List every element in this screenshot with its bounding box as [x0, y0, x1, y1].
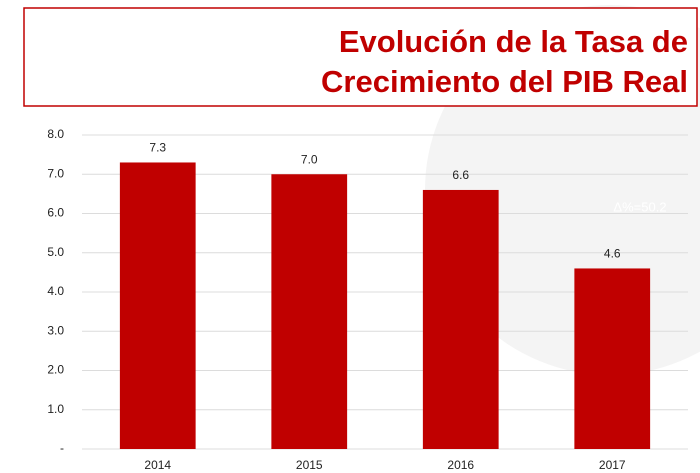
y-tick-label: 7.0	[47, 166, 64, 180]
bar	[119, 162, 196, 449]
value-label: 7.3	[149, 141, 166, 155]
value-label: 4.6	[604, 247, 621, 261]
chart-title-line: Crecimiento del PIB Real	[321, 64, 688, 99]
value-label: 6.6	[452, 168, 469, 182]
bar	[422, 189, 499, 449]
y-tick-label: 4.0	[47, 284, 64, 298]
bar	[574, 268, 651, 449]
y-tick-label: 6.0	[47, 206, 64, 220]
chart-title-line: Evolución de la Tasa de	[339, 24, 688, 59]
value-label: 7.0	[301, 152, 318, 166]
y-tick-label: 3.0	[47, 323, 64, 337]
title-box	[23, 7, 698, 107]
y-tick-label: 8.0	[47, 127, 64, 141]
y-tick-label: 2.0	[47, 363, 64, 377]
x-tick-label: 2016	[447, 458, 474, 472]
x-tick-label: 2017	[599, 458, 626, 472]
x-tick-label: 2014	[144, 458, 171, 472]
y-tick-label: 5.0	[47, 245, 64, 259]
x-tick-label: 2015	[296, 458, 323, 472]
y-tick-label: 1.0	[47, 402, 64, 416]
y-tick-label: -	[60, 441, 64, 455]
bar	[271, 174, 348, 449]
annotation: Δ%=50.2	[613, 199, 666, 214]
